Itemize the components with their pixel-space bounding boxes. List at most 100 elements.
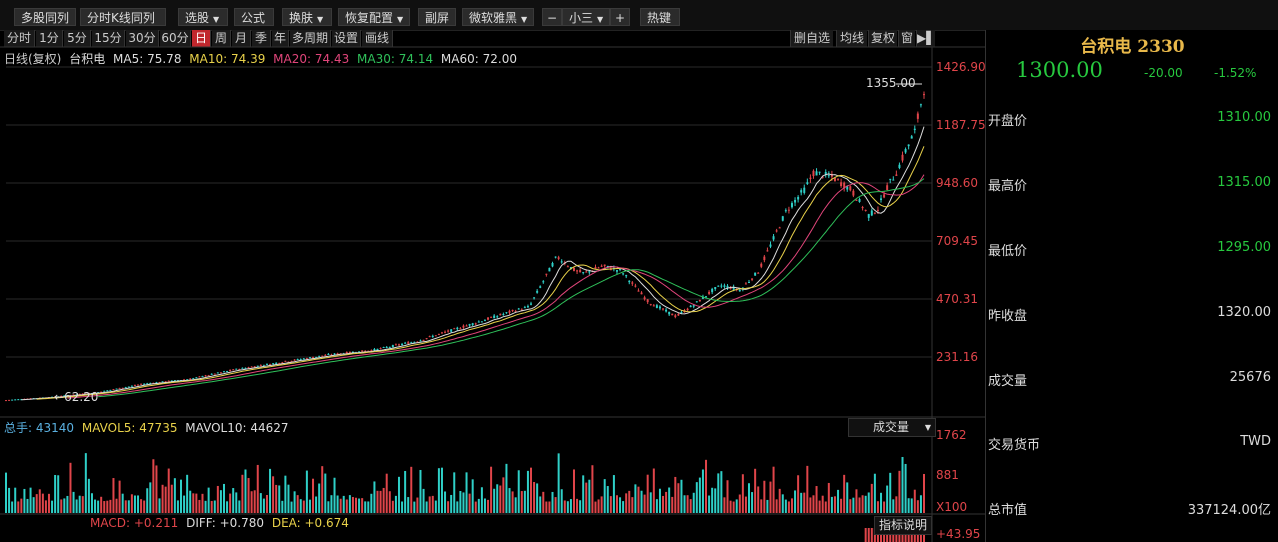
candle-body (606, 265, 609, 267)
dea-value-label: DEA: +0.674 (271, 516, 349, 530)
volume-bar (812, 495, 815, 513)
candle-body (17, 399, 20, 401)
volume-bar (336, 495, 339, 513)
candle-body (560, 261, 563, 263)
volume-bar (127, 500, 130, 513)
price-change: -20.00 (1144, 66, 1183, 80)
volume-bar (483, 498, 486, 513)
macd-bars (864, 528, 925, 542)
ma20-label: MA20: 74.43 (273, 52, 350, 66)
volume-bar (674, 476, 677, 513)
volume-bar (210, 500, 213, 513)
period-multi[interactable]: 多周期 (290, 30, 331, 47)
volume-bar (407, 497, 410, 513)
volume-bar (849, 499, 852, 513)
indicator-help-button[interactable]: 指标说明 (874, 516, 932, 535)
volume-bar (505, 463, 508, 513)
font-size-decrease-button[interactable]: − (542, 8, 562, 26)
quote-row-low: 最低价 1295.00 (988, 240, 1271, 259)
period-quarter[interactable]: 季 (252, 30, 271, 47)
restore-config-button[interactable]: 恢复配置 ▼ (338, 8, 410, 26)
candle-body (499, 313, 502, 316)
period-15min[interactable]: 15分 (92, 30, 125, 47)
candle-body (671, 313, 674, 316)
font-size-increase-button[interactable]: + (610, 8, 630, 26)
candle-body (705, 296, 708, 298)
collapse-panel-icon[interactable]: ▶▌ (916, 30, 936, 47)
candle-body (195, 377, 198, 379)
candle-body (293, 359, 296, 361)
candle-body (496, 316, 499, 318)
candle-body (840, 182, 843, 187)
macd-bar (904, 528, 907, 542)
volume-bar (397, 476, 400, 513)
candle-body (315, 356, 318, 358)
period-5min[interactable]: 5分 (64, 30, 91, 47)
adjust-button[interactable]: 复权 (868, 30, 897, 47)
window-button[interactable]: 窗 (898, 30, 915, 47)
volume-bar (17, 501, 20, 513)
candle-body (161, 381, 164, 383)
period-1min[interactable]: 1分 (36, 30, 63, 47)
period-60min[interactable]: 60分 (160, 30, 191, 47)
price-change-percent: -1.52% (1214, 66, 1257, 80)
period-intraday[interactable]: 分时 (4, 30, 35, 47)
candle-body (766, 250, 769, 252)
candle-body (579, 270, 582, 273)
candle-body (852, 190, 855, 196)
volume-bar (315, 496, 318, 513)
candle-body (388, 346, 391, 348)
period-30min[interactable]: 30分 (126, 30, 159, 47)
sub-screen-button[interactable]: 副屏 (418, 8, 456, 26)
volume-bar (582, 475, 585, 513)
remove-watchlist-button[interactable]: 删自选 (790, 30, 833, 47)
candle-body (210, 373, 213, 375)
font-size-select[interactable]: 小三 ▼ (562, 8, 610, 26)
volume-bar (146, 488, 149, 513)
volume-bar (161, 484, 164, 513)
multi-stock-button[interactable]: 多股同列 (14, 8, 76, 26)
candle-body (520, 309, 523, 311)
ma30-line (98, 178, 925, 398)
candle-body (437, 333, 440, 335)
period-week[interactable]: 周 (212, 30, 231, 47)
volume-bar (198, 499, 201, 513)
candle-body (327, 353, 330, 355)
price-chart[interactable] (0, 0, 985, 542)
volume-bar (729, 500, 732, 513)
formula-button[interactable]: 公式 (234, 8, 274, 26)
period-settings[interactable]: 设置 (332, 30, 361, 47)
volume-bar (708, 495, 711, 513)
candle-body (631, 282, 634, 284)
volume-bar (566, 501, 569, 513)
volume-bar (649, 492, 652, 513)
stock-select-button[interactable]: 选股 ▼ (178, 8, 228, 26)
period-draw[interactable]: 画线 (362, 30, 393, 47)
price-axis-tick: 709.45 (936, 234, 978, 248)
hotkey-button[interactable]: 热键 (640, 8, 680, 26)
candle-body (708, 291, 711, 294)
candle-body (379, 348, 382, 350)
candle-body (751, 278, 754, 280)
candle-body (649, 304, 652, 306)
volume-bar (97, 500, 100, 513)
period-day[interactable]: 日 (192, 30, 211, 47)
chevron-down-icon: ▼ (317, 15, 324, 24)
candle-body (763, 256, 766, 261)
volume-bar (164, 486, 167, 513)
candle-body (5, 400, 7, 402)
font-select[interactable]: 微软雅黑 ▼ (462, 8, 534, 26)
macd-legend: MACD: +0.211 DIFF: +0.780 DEA: +0.674 (90, 516, 349, 530)
kline-parallel-button[interactable]: 分时K线同列 (80, 8, 166, 26)
candle-body (576, 270, 579, 272)
period-month[interactable]: 月 (232, 30, 251, 47)
volume-bar (241, 474, 244, 513)
skin-button[interactable]: 换肤 ▼ (282, 8, 332, 26)
period-year[interactable]: 年 (272, 30, 289, 47)
volume-bar (385, 473, 388, 513)
volume-indicator-select[interactable]: 成交量 ▼ (848, 418, 936, 437)
volume-bar (308, 499, 311, 513)
volume-bar (563, 500, 566, 513)
ma-button[interactable]: 均线 (836, 30, 867, 47)
candle-body (364, 350, 367, 352)
